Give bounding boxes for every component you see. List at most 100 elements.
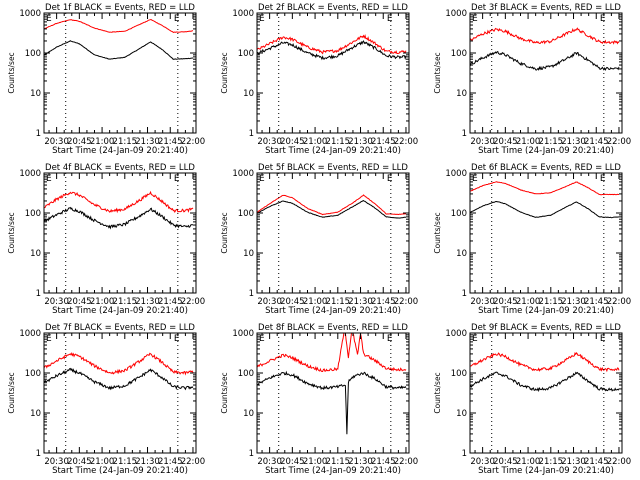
x-tick-label: 20:30 <box>470 457 495 467</box>
x-tick-label: 21:00 <box>516 137 541 147</box>
y-tick-label: 100 <box>451 369 467 379</box>
y-tick-label: 1000 <box>232 329 254 339</box>
x-tick-label: 22:00 <box>394 457 419 467</box>
x-tick-label: 21:30 <box>135 457 160 467</box>
y-tick-label: 1000 <box>445 9 467 19</box>
x-tick-label: 21:15 <box>326 137 351 147</box>
y-axis-label: Counts/sec <box>220 52 229 93</box>
x-axis-label: Start Time (24-Jan-09 20:21:40) <box>478 306 614 316</box>
marker-label: E <box>600 174 606 184</box>
x-tick-label: 20:30 <box>44 137 69 147</box>
marker-label: E <box>387 174 393 184</box>
x-tick-label: 21:45 <box>371 297 396 307</box>
x-tick-label: 21:30 <box>135 137 160 147</box>
plot-frame <box>469 332 623 454</box>
marker-label: E <box>600 334 606 344</box>
y-axis-label: Counts/sec <box>7 212 16 253</box>
marker-label: E <box>600 14 606 24</box>
x-tick-label: 22:00 <box>181 297 206 307</box>
x-axis-label: Start Time (24-Jan-09 20:21:40) <box>52 146 188 156</box>
marker-label: E <box>46 174 52 184</box>
marker-label: E <box>46 14 52 24</box>
y-axis-label: Counts/sec <box>433 372 442 413</box>
x-tick-label: 21:30 <box>561 137 586 147</box>
x-axis-label: Start Time (24-Jan-09 20:21:40) <box>478 146 614 156</box>
series-line-lld <box>470 351 620 373</box>
plot-frame <box>256 332 410 454</box>
x-tick-label: 21:45 <box>584 297 609 307</box>
x-tick-label: 21:15 <box>113 297 138 307</box>
chart-det9: Det 9f BLACK = Events, RED = LLD Counts/s… <box>433 323 631 476</box>
x-tick-label: 21:15 <box>326 457 351 467</box>
x-tick-label: 20:45 <box>280 137 305 147</box>
x-tick-label: 20:30 <box>257 137 282 147</box>
chart-title: Det 6f BLACK = Events, RED = LLD <box>471 163 621 173</box>
x-tick-label: 20:45 <box>280 457 305 467</box>
x-tick-label: 21:30 <box>561 457 586 467</box>
y-axis-label: Counts/sec <box>433 212 442 253</box>
y-tick-label: 1000 <box>19 9 41 19</box>
y-tick-label: 100 <box>25 369 41 379</box>
x-axis-label: Start Time (24-Jan-09 20:21:40) <box>478 466 614 476</box>
series-line-lld <box>257 194 407 216</box>
chart-title: Det 4f BLACK = Events, RED = LLD <box>45 163 195 173</box>
chart-title: Det 9f BLACK = Events, RED = LLD <box>471 323 621 333</box>
x-tick-label: 21:15 <box>539 457 564 467</box>
chart-det8: Det 8f BLACK = Events, RED = LLD Counts/s… <box>220 323 418 476</box>
marker-label: E <box>174 334 180 344</box>
x-tick-label: 20:30 <box>470 297 495 307</box>
marker-label: E <box>472 14 478 24</box>
x-axis-label: Start Time (24-Jan-09 20:21:40) <box>52 466 188 476</box>
x-tick-label: 22:00 <box>181 137 206 147</box>
x-tick-label: 21:15 <box>113 137 138 147</box>
chart-title: Det 8f BLACK = Events, RED = LLD <box>258 323 408 333</box>
y-tick-label: 10 <box>243 249 254 259</box>
y-tick-label: 1000 <box>445 329 467 339</box>
y-tick-label: 1 <box>36 289 41 299</box>
x-tick-label: 20:45 <box>67 297 92 307</box>
x-tick-label: 20:45 <box>493 137 518 147</box>
x-tick-label: 21:15 <box>539 137 564 147</box>
y-axis-label: Counts/sec <box>220 372 229 413</box>
x-tick-label: 21:30 <box>348 457 373 467</box>
chart-det3: Det 3f BLACK = Events, RED = LLD Counts/s… <box>433 3 631 156</box>
y-tick-label: 1 <box>249 449 254 459</box>
marker-label: E <box>174 174 180 184</box>
plot-frame <box>256 172 410 294</box>
series-line-lld <box>470 27 620 45</box>
y-tick-label: 1 <box>249 129 254 139</box>
y-tick-label: 100 <box>451 209 467 219</box>
x-axis-label: Start Time (24-Jan-09 20:21:40) <box>265 146 401 156</box>
x-tick-label: 21:00 <box>90 137 115 147</box>
x-tick-label: 21:45 <box>158 137 183 147</box>
series-line-events <box>44 40 194 61</box>
marker-label: E <box>259 174 265 184</box>
y-tick-label: 1000 <box>232 9 254 19</box>
y-tick-label: 10 <box>30 89 41 99</box>
x-tick-label: 21:30 <box>561 297 586 307</box>
plot-frame <box>43 172 197 294</box>
x-tick-label: 20:30 <box>470 137 495 147</box>
x-tick-label: 21:15 <box>326 297 351 307</box>
marker-label: E <box>387 14 393 24</box>
x-tick-label: 20:30 <box>44 457 69 467</box>
marker-label: E <box>174 14 180 24</box>
x-tick-label: 21:45 <box>158 297 183 307</box>
y-tick-label: 10 <box>456 89 467 99</box>
x-tick-label: 21:30 <box>348 137 373 147</box>
chart-title: Det 2f BLACK = Events, RED = LLD <box>258 3 408 13</box>
plot-frame <box>469 12 623 134</box>
x-tick-label: 21:00 <box>90 457 115 467</box>
series-line-events <box>44 206 194 230</box>
x-tick-label: 21:45 <box>371 137 396 147</box>
x-tick-label: 21:00 <box>303 137 328 147</box>
y-tick-label: 100 <box>238 209 254 219</box>
y-tick-label: 100 <box>25 49 41 59</box>
x-tick-label: 22:00 <box>394 137 419 147</box>
series-line-events <box>44 367 194 391</box>
marker-label: E <box>259 14 265 24</box>
y-tick-label: 100 <box>238 369 254 379</box>
y-tick-label: 1000 <box>232 169 254 179</box>
y-tick-label: 1 <box>462 449 467 459</box>
series-line-lld <box>257 33 407 55</box>
